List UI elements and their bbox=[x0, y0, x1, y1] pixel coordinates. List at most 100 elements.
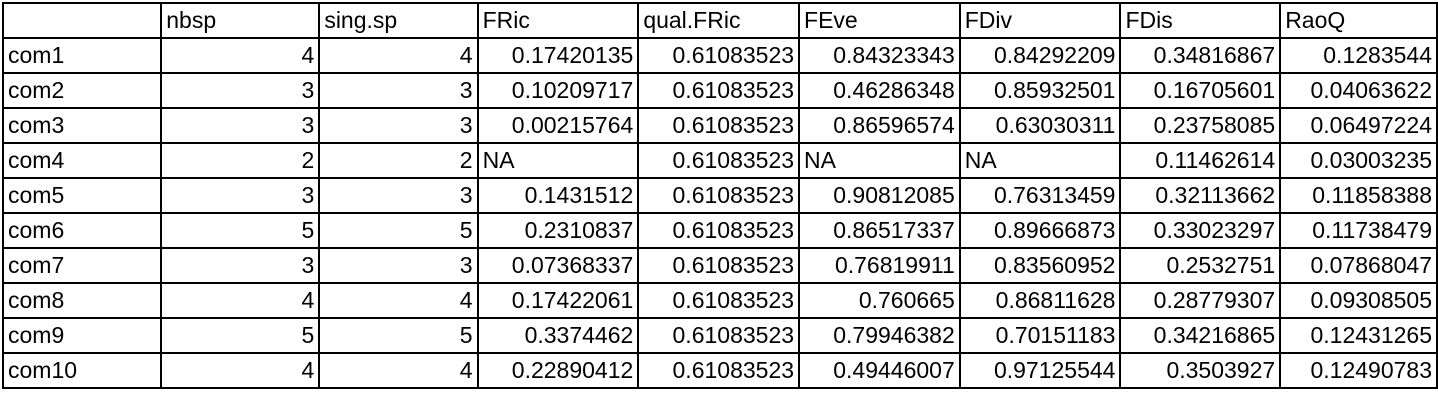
table-cell-fric[interactable]: 0.3374462 bbox=[476, 317, 640, 354]
table-cell-raoq[interactable]: 0.03003235 bbox=[1279, 142, 1438, 179]
table-cell-fric[interactable]: 0.17422061 bbox=[476, 282, 640, 319]
row-label-cell[interactable]: com9 bbox=[1, 317, 163, 354]
table-cell-sing-sp[interactable]: 4 bbox=[318, 352, 479, 389]
header-cell-qual-fric[interactable]: qual.FRic bbox=[637, 2, 801, 39]
table-cell-fdis[interactable]: 0.3503927 bbox=[1119, 352, 1282, 389]
table-cell-fric[interactable]: 0.17420135 bbox=[476, 37, 640, 74]
table-cell-feve[interactable]: 0.79946382 bbox=[798, 317, 961, 354]
table-cell-feve[interactable]: 0.84323343 bbox=[798, 37, 961, 74]
table-cell-fdiv[interactable]: 0.86811628 bbox=[958, 282, 1122, 319]
table-cell-fdiv[interactable]: 0.63030311 bbox=[958, 107, 1122, 144]
row-label-cell[interactable]: com6 bbox=[1, 212, 163, 249]
table-cell-sing-sp[interactable]: 3 bbox=[318, 177, 479, 214]
table-cell-qual-fric[interactable]: 0.61083523 bbox=[637, 142, 801, 179]
table-cell-qual-fric[interactable]: 0.61083523 bbox=[637, 317, 801, 354]
table-cell-nbsp[interactable]: 5 bbox=[160, 212, 321, 249]
table-cell-fdis[interactable]: 0.11462614 bbox=[1119, 142, 1282, 179]
header-cell-fdis[interactable]: FDis bbox=[1119, 2, 1282, 39]
table-cell-feve[interactable]: 0.46286348 bbox=[798, 72, 961, 109]
table-cell-nbsp[interactable]: 3 bbox=[160, 72, 321, 109]
table-cell-fdis[interactable]: 0.34816867 bbox=[1119, 37, 1282, 74]
table-cell-fdis[interactable]: 0.2532751 bbox=[1119, 247, 1282, 284]
row-label-cell[interactable]: com4 bbox=[1, 142, 163, 179]
table-cell-raoq[interactable]: 0.12431265 bbox=[1279, 317, 1438, 354]
table-cell-fdiv[interactable]: 0.76313459 bbox=[958, 177, 1122, 214]
table-cell-nbsp[interactable]: 2 bbox=[160, 142, 321, 179]
table-cell-qual-fric[interactable]: 0.61083523 bbox=[637, 107, 801, 144]
table-cell-nbsp[interactable]: 4 bbox=[160, 282, 321, 319]
table-cell-raoq[interactable]: 0.09308505 bbox=[1279, 282, 1438, 319]
row-label-cell[interactable]: com3 bbox=[1, 107, 163, 144]
table-cell-feve[interactable]: 0.76819911 bbox=[798, 247, 961, 284]
header-cell-nbsp[interactable]: nbsp bbox=[160, 2, 321, 39]
table-cell-fdis[interactable]: 0.33023297 bbox=[1119, 212, 1282, 249]
table-cell-fric[interactable]: 0.00215764 bbox=[476, 107, 640, 144]
table-cell-fric[interactable]: 0.1431512 bbox=[476, 177, 640, 214]
table-cell-raoq[interactable]: 0.11858388 bbox=[1279, 177, 1438, 214]
table-cell-raoq[interactable]: 0.07868047 bbox=[1279, 247, 1438, 284]
row-label-cell[interactable]: com10 bbox=[1, 352, 163, 389]
table-cell-fdiv[interactable]: 0.84292209 bbox=[958, 37, 1122, 74]
table-cell-raoq[interactable]: 0.12490783 bbox=[1279, 352, 1438, 389]
table-cell-fric[interactable]: NA bbox=[476, 142, 640, 179]
table-cell-sing-sp[interactable]: 3 bbox=[318, 107, 479, 144]
table-cell-sing-sp[interactable]: 4 bbox=[318, 282, 479, 319]
table-cell-nbsp[interactable]: 5 bbox=[160, 317, 321, 354]
table-cell-fdis[interactable]: 0.23758085 bbox=[1119, 107, 1282, 144]
table-row: com5 3 3 0.1431512 0.61083523 0.90812085 0.763… bbox=[1, 177, 1438, 214]
header-cell-fdiv[interactable]: FDiv bbox=[958, 2, 1122, 39]
header-cell-corner[interactable] bbox=[1, 2, 163, 39]
table-cell-raoq[interactable]: 0.1283544 bbox=[1279, 37, 1438, 74]
table-cell-raoq[interactable]: 0.06497224 bbox=[1279, 107, 1438, 144]
table-cell-fric[interactable]: 0.2310837 bbox=[476, 212, 640, 249]
table-cell-fdis[interactable]: 0.28779307 bbox=[1119, 282, 1282, 319]
table-cell-sing-sp[interactable]: 2 bbox=[318, 142, 479, 179]
header-cell-fric[interactable]: FRic bbox=[476, 2, 640, 39]
table-cell-qual-fric[interactable]: 0.61083523 bbox=[637, 352, 801, 389]
row-label-cell[interactable]: com2 bbox=[1, 72, 163, 109]
row-label-cell[interactable]: com5 bbox=[1, 177, 163, 214]
table-cell-fdiv[interactable]: 0.70151183 bbox=[958, 317, 1122, 354]
table-cell-fdis[interactable]: 0.32113662 bbox=[1119, 177, 1282, 214]
header-cell-feve[interactable]: FEve bbox=[798, 2, 961, 39]
table-cell-qual-fric[interactable]: 0.61083523 bbox=[637, 72, 801, 109]
table-cell-sing-sp[interactable]: 3 bbox=[318, 247, 479, 284]
table-cell-nbsp[interactable]: 4 bbox=[160, 352, 321, 389]
table-cell-nbsp[interactable]: 3 bbox=[160, 247, 321, 284]
table-cell-fdiv[interactable]: NA bbox=[958, 142, 1122, 179]
table-cell-sing-sp[interactable]: 4 bbox=[318, 37, 479, 74]
table-cell-qual-fric[interactable]: 0.61083523 bbox=[637, 282, 801, 319]
header-cell-raoq[interactable]: RaoQ bbox=[1279, 2, 1438, 39]
table-cell-fric[interactable]: 0.22890412 bbox=[476, 352, 640, 389]
table-cell-nbsp[interactable]: 3 bbox=[160, 177, 321, 214]
table-cell-sing-sp[interactable]: 5 bbox=[318, 317, 479, 354]
table-cell-fdis[interactable]: 0.16705601 bbox=[1119, 72, 1282, 109]
table-cell-qual-fric[interactable]: 0.61083523 bbox=[637, 212, 801, 249]
table-cell-fdis[interactable]: 0.34216865 bbox=[1119, 317, 1282, 354]
table-cell-qual-fric[interactable]: 0.61083523 bbox=[637, 37, 801, 74]
table-cell-fdiv[interactable]: 0.83560952 bbox=[958, 247, 1122, 284]
table-cell-sing-sp[interactable]: 5 bbox=[318, 212, 479, 249]
table-cell-fdiv[interactable]: 0.89666873 bbox=[958, 212, 1122, 249]
table-cell-sing-sp[interactable]: 3 bbox=[318, 72, 479, 109]
table-cell-feve[interactable]: NA bbox=[798, 142, 961, 179]
table-cell-nbsp[interactable]: 3 bbox=[160, 107, 321, 144]
table-cell-feve[interactable]: 0.90812085 bbox=[798, 177, 961, 214]
table-cell-feve[interactable]: 0.86517337 bbox=[798, 212, 961, 249]
row-label-cell[interactable]: com1 bbox=[1, 37, 163, 74]
table-cell-raoq[interactable]: 0.04063622 bbox=[1279, 72, 1438, 109]
table-cell-feve[interactable]: 0.760665 bbox=[798, 282, 961, 319]
table-cell-fdiv[interactable]: 0.97125544 bbox=[958, 352, 1122, 389]
table-cell-fric[interactable]: 0.07368337 bbox=[476, 247, 640, 284]
table-cell-feve[interactable]: 0.86596574 bbox=[798, 107, 961, 144]
table-cell-feve[interactable]: 0.49446007 bbox=[798, 352, 961, 389]
table-cell-fdiv[interactable]: 0.85932501 bbox=[958, 72, 1122, 109]
header-cell-sing-sp[interactable]: sing.sp bbox=[318, 2, 479, 39]
table-cell-nbsp[interactable]: 4 bbox=[160, 37, 321, 74]
table-cell-qual-fric[interactable]: 0.61083523 bbox=[637, 247, 801, 284]
row-label-cell[interactable]: com8 bbox=[1, 282, 163, 319]
table-cell-raoq[interactable]: 0.11738479 bbox=[1279, 212, 1438, 249]
row-label-cell[interactable]: com7 bbox=[1, 247, 163, 284]
table-cell-qual-fric[interactable]: 0.61083523 bbox=[637, 177, 801, 214]
table-cell-fric[interactable]: 0.10209717 bbox=[476, 72, 640, 109]
